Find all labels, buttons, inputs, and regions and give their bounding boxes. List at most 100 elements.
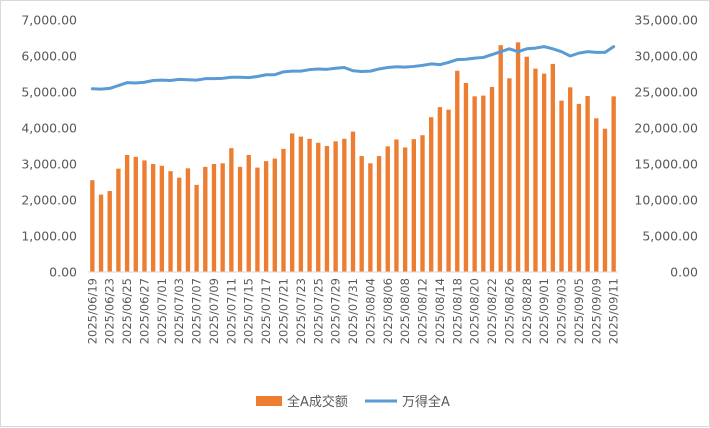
bar-2025/07/03 — [177, 177, 182, 272]
bar-2025/09/04 — [568, 87, 573, 272]
x-tick-label: 2025/08/18 — [450, 278, 464, 344]
bar-2025/07/22 — [290, 133, 295, 272]
bar-2025/08/25 — [498, 45, 503, 273]
bar-2025/08/05 — [376, 156, 382, 272]
bar-2025/09/11 — [611, 96, 616, 272]
left-tick-label: 4,000.00 — [21, 121, 77, 136]
left-tick-label: 3,000.00 — [21, 157, 77, 172]
line-series-wande-quan-a — [90, 45, 616, 91]
bar-2025/07/04 — [185, 168, 191, 272]
bar-2025/06/25 — [124, 155, 130, 272]
right-tick-label: 15,000.00 — [634, 157, 698, 172]
bar-2025/07/07 — [194, 184, 199, 272]
right-tick-label: 30,000.00 — [634, 49, 698, 64]
left-tick-label: 5,000.00 — [21, 85, 77, 100]
x-tick-label: 2025/06/27 — [137, 278, 151, 344]
left-tick-label: 1,000.00 — [21, 229, 77, 244]
x-tick-label: 2025/07/01 — [155, 278, 169, 344]
bar-2025/06/20 — [98, 194, 104, 272]
x-tick-label: 2025/07/15 — [242, 278, 256, 344]
right-tick-label: 0.00 — [670, 265, 698, 280]
bar-2025/08/13 — [429, 117, 434, 272]
bar-2025/09/08 — [585, 95, 590, 273]
bar-2025/08/18 — [455, 70, 460, 272]
bar-2025/08/27 — [515, 42, 521, 272]
bar-2025/07/01 — [159, 165, 165, 272]
bar-2025/08/01 — [359, 156, 364, 272]
bar-2025/06/23 — [107, 191, 112, 272]
right-tick-label: 20,000.00 — [634, 121, 698, 136]
right-tick-label: 5,000.00 — [642, 229, 698, 244]
bar-2025/07/08 — [203, 166, 208, 272]
bar-2025/07/15 — [246, 155, 251, 272]
bar-2025/07/21 — [281, 148, 286, 272]
x-tick-label: 2025/07/21 — [276, 278, 290, 344]
legend-label-bar: 全A成交额 — [287, 394, 348, 410]
bar-2025/08/06 — [385, 146, 390, 272]
bar-2025/06/27 — [142, 160, 147, 272]
bar-2025/07/24 — [307, 138, 312, 272]
x-tick-label: 2025/09/11 — [607, 278, 621, 344]
bar-2025/08/28 — [524, 56, 529, 272]
bar-2025/06/30 — [150, 164, 156, 272]
bar-2025/07/23 — [298, 136, 304, 272]
right-tick-label: 10,000.00 — [634, 193, 698, 208]
bar-2025/08/21 — [481, 95, 486, 272]
x-tick-label: 2025/08/22 — [485, 278, 499, 344]
legend-label-line: 万得全A — [402, 394, 450, 410]
x-tick-label: 2025/08/26 — [502, 278, 516, 344]
right-tick-label: 25,000.00 — [634, 85, 698, 100]
bar-2025/06/26 — [133, 156, 138, 272]
bar-2025/08/08 — [402, 147, 408, 272]
left-tick-label: 7,000.00 — [21, 13, 77, 28]
bar-2025/08/14 — [437, 107, 443, 273]
x-tick-label: 2025/07/23 — [294, 278, 308, 344]
x-tick-label: 2025/07/31 — [346, 278, 360, 344]
x-tick-label: 2025/08/20 — [468, 278, 482, 344]
bar-2025/07/29 — [333, 141, 338, 272]
bar-2025/08/12 — [420, 135, 425, 272]
bar-2025/07/18 — [272, 158, 277, 272]
left-tick-label: 2,000.00 — [21, 193, 77, 208]
left-axis-ticks: 0.00 1,000.00 2,000.00 3,000.00 4,000.00 5,00… — [21, 13, 77, 280]
bar-2025/07/25 — [316, 142, 321, 272]
x-tick-label: 2025/08/12 — [416, 278, 430, 344]
x-tick-label: 2025/07/11 — [224, 278, 238, 344]
x-tick-label: 2025/07/07 — [190, 278, 204, 344]
bar-2025/08/20 — [472, 96, 477, 272]
bar-2025/07/30 — [342, 138, 347, 272]
x-tick-label: 2025/09/05 — [572, 278, 586, 344]
x-tick-label: 2025/08/14 — [433, 278, 447, 344]
x-tick-label: 2025/07/29 — [329, 278, 343, 344]
x-tick-label: 2025/07/17 — [259, 278, 273, 344]
x-tick-label: 2025/09/03 — [555, 278, 569, 344]
bar-2025/08/29 — [533, 68, 538, 272]
bar-2025/07/31 — [350, 131, 356, 272]
bar-2025/07/16 — [255, 167, 260, 272]
bar-2025/07/11 — [229, 148, 234, 272]
right-axis-ticks: 0.00 5,000.00 10,000.00 15,000.00 20,000.00 2… — [634, 13, 698, 280]
x-tick-label: 2025/09/01 — [537, 278, 551, 344]
x-tick-label: 2025/08/04 — [363, 278, 377, 344]
bar-2025/09/09 — [594, 118, 599, 272]
bar-2025/07/17 — [263, 161, 269, 272]
legend: 全A成交额 万得全A — [256, 394, 450, 410]
bar-2025/08/04 — [368, 163, 373, 272]
bar-2025/07/10 — [220, 163, 225, 272]
x-tick-label: 2025/09/09 — [589, 278, 603, 344]
bar-2025/08/11 — [411, 139, 416, 272]
bar-2025/08/19 — [463, 83, 469, 272]
x-tick-label: 2025/08/28 — [520, 278, 534, 344]
bars-layer — [90, 42, 616, 273]
bar-2025/09/01 — [541, 73, 547, 272]
x-tick-label: 2025/07/03 — [172, 278, 186, 344]
bar-2025/08/22 — [489, 86, 495, 273]
bar-2025/06/24 — [116, 168, 121, 272]
bar-2025/09/10 — [602, 128, 608, 272]
left-tick-label: 6,000.00 — [21, 49, 77, 64]
bar-2025/07/28 — [324, 146, 330, 272]
x-tick-label: 2025/06/25 — [120, 278, 134, 344]
bar-2025/08/26 — [507, 78, 512, 272]
